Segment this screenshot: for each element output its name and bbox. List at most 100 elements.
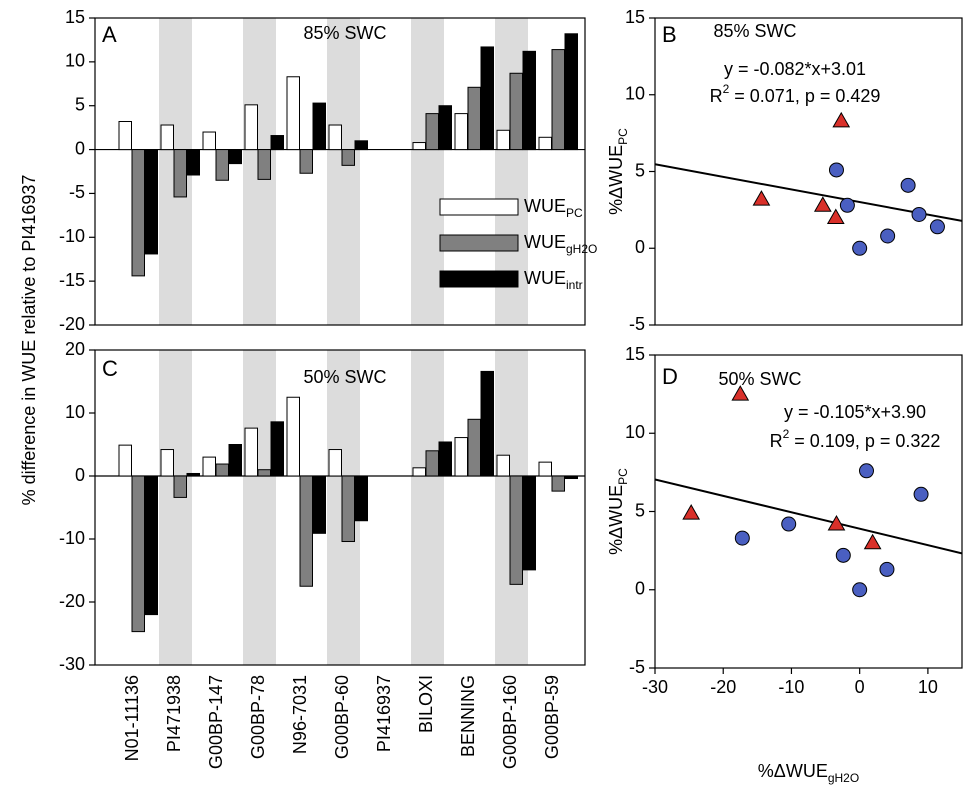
- stats-part: 2: [723, 82, 730, 96]
- y-tick-label: 0: [635, 237, 645, 257]
- bar: [551, 475, 565, 492]
- bar: [328, 124, 342, 151]
- bar: [144, 149, 158, 255]
- bar: [522, 475, 536, 571]
- point: [863, 533, 882, 550]
- stats-part: 2: [783, 427, 790, 441]
- bar: [354, 475, 368, 522]
- point: [852, 582, 868, 598]
- bar: [118, 121, 132, 151]
- trendline: [655, 478, 962, 555]
- bar: [551, 49, 565, 151]
- x-tick-label: BENNING: [458, 675, 478, 757]
- bar: [160, 449, 174, 477]
- bar: [215, 149, 229, 181]
- y-tick-label: 5: [75, 94, 85, 114]
- legend-label-part: WUE: [524, 232, 566, 252]
- point: [911, 206, 927, 222]
- y-tick-label: -5: [69, 182, 85, 202]
- bar: [480, 46, 494, 151]
- bar: [341, 475, 355, 543]
- panel-letter: D: [662, 364, 678, 389]
- bar: [215, 463, 229, 477]
- bar: [354, 140, 368, 151]
- y-tick-label: -30: [59, 654, 85, 674]
- frame: [654, 17, 963, 326]
- panel-subtitle: 85% SWC: [713, 21, 796, 41]
- y-tick-label: 10: [65, 402, 85, 422]
- x-tick-label: BILOXI: [416, 675, 436, 733]
- bar: [312, 102, 326, 151]
- y-tick-label: -15: [59, 270, 85, 290]
- bar: [202, 131, 216, 151]
- point: [880, 228, 896, 244]
- x-tick-label: 10: [918, 677, 938, 697]
- panel-subtitle: 50% SWC: [718, 369, 801, 389]
- x-tick-label: -30: [642, 677, 668, 697]
- x-tick-label: PI416937: [374, 675, 394, 752]
- x-tick-label: PI471938: [164, 675, 184, 752]
- bar: [257, 149, 271, 180]
- point: [752, 190, 771, 206]
- point: [813, 196, 832, 212]
- bar: [341, 149, 355, 166]
- bar: [467, 86, 481, 151]
- bar: [286, 396, 300, 477]
- bar: [412, 142, 426, 151]
- panel-subtitle: 50% SWC: [303, 367, 386, 387]
- y-tick-label: -20: [59, 314, 85, 334]
- y-axis-label-part: %ΔWUE: [606, 145, 626, 215]
- bar: [244, 104, 258, 151]
- equation: y = -0.105*x+3.90: [784, 402, 926, 422]
- bar: [438, 441, 452, 477]
- bar: [186, 472, 200, 477]
- legend-label: WUEintr: [524, 268, 583, 292]
- bar: [270, 135, 284, 151]
- bar: [173, 475, 187, 498]
- point: [835, 547, 851, 563]
- point: [879, 561, 895, 577]
- legend-label: WUEPC: [524, 196, 583, 220]
- bar: [286, 76, 300, 151]
- bar: [160, 124, 174, 151]
- point: [929, 219, 945, 235]
- y-tick-label: 15: [625, 7, 645, 27]
- band-shade: [327, 18, 360, 325]
- stats-part: R: [770, 431, 783, 451]
- bar: [438, 105, 452, 151]
- y-axis-label-part: %ΔWUE: [606, 485, 626, 555]
- bar: [228, 149, 242, 165]
- x-tick-label: G00BP-147: [206, 675, 226, 769]
- point: [781, 516, 797, 532]
- legend-swatch: [439, 198, 519, 216]
- frame: [654, 354, 963, 669]
- x-tick-label: 0: [855, 677, 865, 697]
- y-tick-label: -10: [59, 226, 85, 246]
- stats-part: = 0.109, p = 0.322: [789, 431, 940, 451]
- y-axis-label: %ΔWUEPC: [606, 468, 630, 555]
- point: [734, 530, 750, 546]
- legend-swatch: [439, 234, 519, 252]
- bar: [522, 50, 536, 151]
- stats: R2 = 0.071, p = 0.429: [710, 82, 881, 106]
- point: [858, 463, 874, 479]
- plot-area: [655, 478, 962, 555]
- bar: [244, 427, 258, 477]
- x-tick-label: -10: [778, 677, 804, 697]
- y-tick-label: 10: [625, 84, 645, 104]
- legend-label-part: PC: [566, 206, 583, 220]
- x-tick-label: G00BP-60: [332, 675, 352, 759]
- equation: y = -0.082*x+3.01: [724, 59, 866, 79]
- bar: [425, 113, 439, 151]
- stats-part: R: [710, 86, 723, 106]
- point: [839, 197, 855, 213]
- bar: [131, 475, 145, 633]
- bar: [496, 454, 510, 477]
- y-axis-label-part: PC: [616, 128, 630, 145]
- y-tick-label: 20: [65, 339, 85, 359]
- frame: [94, 17, 586, 326]
- x-axis-label-part: %ΔWUE: [758, 761, 828, 781]
- y-tick-label: -10: [59, 528, 85, 548]
- y-tick-label: 10: [65, 51, 85, 71]
- legend-label-part: WUE: [524, 268, 566, 288]
